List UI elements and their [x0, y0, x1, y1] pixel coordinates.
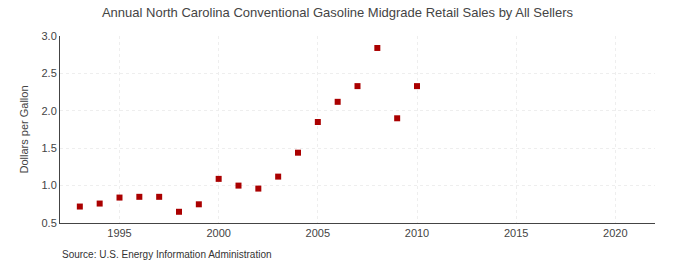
svg-text:2.0: 2.0: [42, 105, 57, 117]
svg-text:0.5: 0.5: [42, 217, 57, 229]
svg-text:2020: 2020: [603, 227, 627, 239]
svg-text:2015: 2015: [504, 227, 528, 239]
svg-text:2.5: 2.5: [42, 67, 57, 79]
svg-text:1995: 1995: [107, 227, 131, 239]
svg-text:Dollars per Gallon: Dollars per Gallon: [18, 85, 30, 173]
svg-text:2010: 2010: [405, 227, 429, 239]
svg-text:Source: U.S. Energy Informatio: Source: U.S. Energy Information Administ…: [62, 249, 272, 260]
svg-text:3.0: 3.0: [42, 30, 57, 42]
svg-text:Annual North Carolina Conventi: Annual North Carolina Conventional Gasol…: [102, 5, 574, 20]
svg-text:2005: 2005: [306, 227, 330, 239]
svg-text:2000: 2000: [206, 227, 230, 239]
svg-text:1.5: 1.5: [42, 142, 57, 154]
svg-text:1.0: 1.0: [42, 179, 57, 191]
